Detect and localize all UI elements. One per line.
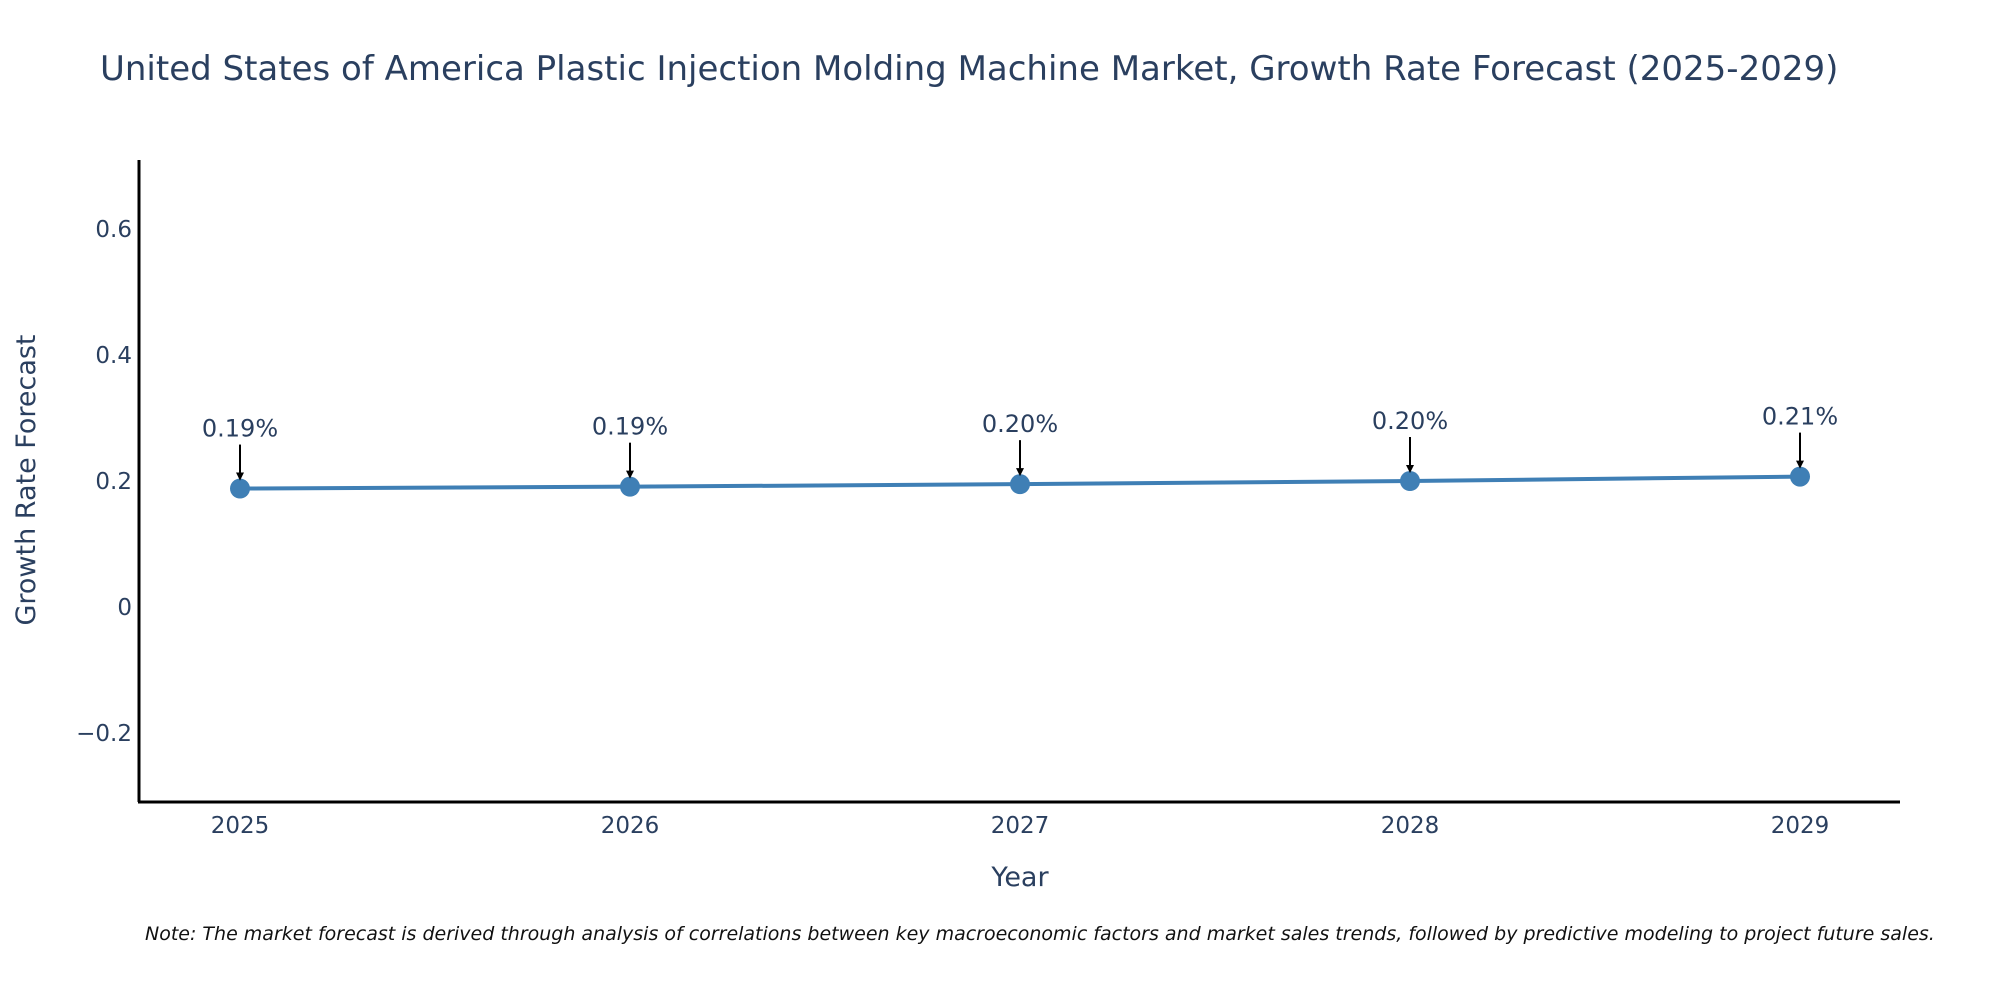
x-tick-label: 2028: [1381, 813, 1440, 839]
footnote: Note: The market forecast is derived thr…: [145, 923, 1935, 945]
x-tick-label: 2027: [991, 813, 1050, 839]
x-ticks: 2025 2026 2027 2028 2029: [211, 813, 1830, 839]
data-label: 0.21%: [1762, 403, 1838, 431]
data-label: 0.19%: [592, 413, 668, 441]
y-tick-label: 0.6: [95, 217, 132, 243]
y-tick-label: 0.4: [95, 343, 132, 369]
label-layer: 0.19% 0.19% 0.20% 0.20% 0.21%: [202, 403, 1838, 481]
data-point: [230, 478, 250, 499]
y-ticks: −0.2 0 0.2 0.4 0.6: [76, 217, 132, 747]
chart-title: United States of America Plastic Injecti…: [100, 49, 1838, 89]
plot-area: −0.2 0 0.2 0.4 0.6 2025 2026 2027 2028 2029 0.19…: [76, 160, 1900, 839]
data-label: 0.19%: [202, 415, 278, 443]
data-point: [1790, 466, 1810, 487]
x-axis-title: Year: [990, 862, 1049, 893]
x-tick-label: 2026: [601, 813, 660, 839]
x-tick-label: 2029: [1771, 813, 1830, 839]
y-axis-title: Growth Rate Forecast: [11, 334, 42, 625]
y-tick-label: 0: [117, 595, 132, 621]
data-point: [1400, 471, 1420, 491]
y-tick-label: 0.2: [95, 469, 132, 495]
series-layer: [230, 466, 1810, 499]
data-label: 0.20%: [1372, 407, 1448, 435]
y-tick-label: −0.2: [76, 721, 132, 747]
data-point: [620, 476, 640, 497]
data-point: [1010, 474, 1030, 495]
data-label: 0.20%: [982, 410, 1058, 438]
x-tick-label: 2025: [211, 813, 270, 839]
